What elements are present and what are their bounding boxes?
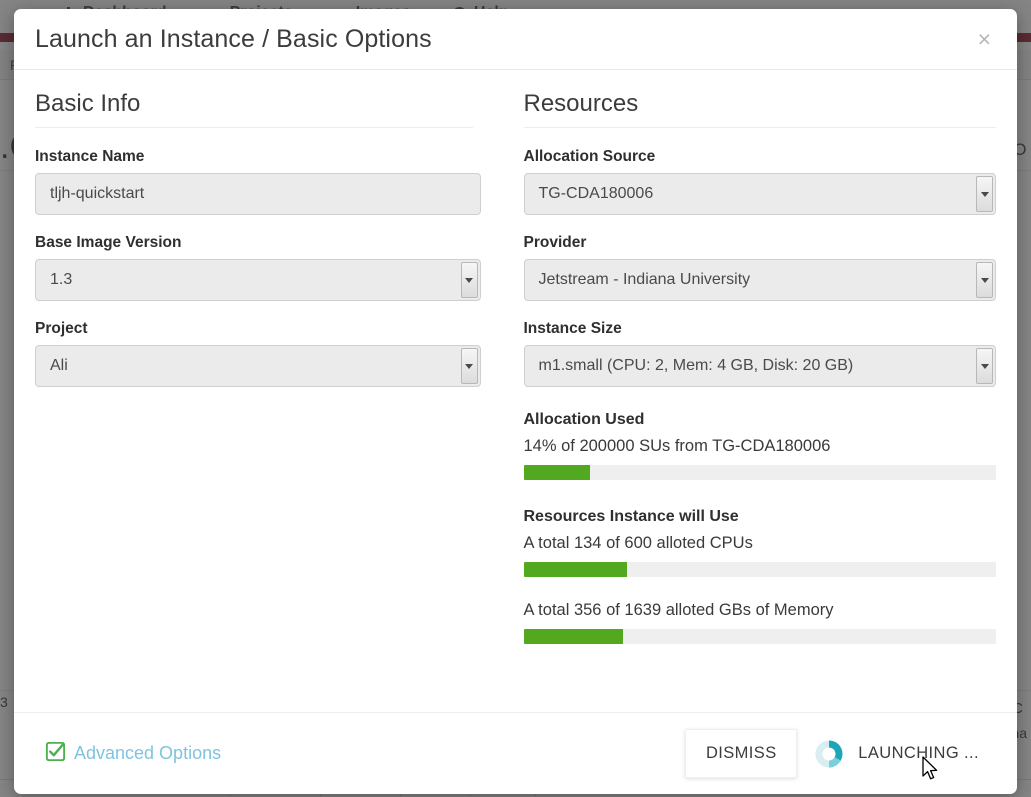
modal-title: Launch an Instance / Basic Options (35, 24, 432, 53)
cpu-usage-progress-fill (523, 562, 628, 577)
advanced-options-link[interactable]: Advanced Options (45, 741, 222, 766)
provider-value: Jetstream - Indiana University (538, 271, 751, 288)
field-base-image-version: Base Image Version 1.3 (35, 234, 481, 301)
resources-heading: Resources (523, 90, 996, 128)
project-value: Ali (50, 357, 68, 374)
modal-body: Basic Info Instance Name tljh-quickstart… (14, 70, 1017, 712)
chevron-down-icon[interactable] (976, 262, 993, 298)
dismiss-button[interactable]: DISMISS (685, 729, 798, 778)
chevron-down-icon[interactable] (460, 348, 478, 384)
memory-usage-progress (523, 629, 996, 644)
basic-info-column: Basic Info Instance Name tljh-quickstart… (35, 90, 516, 712)
instance-resources-heading: Resources Instance will Use (523, 508, 739, 525)
allocation-used-progress-fill (523, 465, 590, 480)
modal-footer: Advanced Options DISMISS LAUNCHING ... (14, 712, 1017, 794)
instance-name-input[interactable]: tljh-quickstart (35, 173, 481, 215)
allocation-used-heading: Allocation Used (523, 411, 645, 428)
modal-header: Launch an Instance / Basic Options × (14, 9, 1017, 70)
chevron-down-icon[interactable] (460, 262, 478, 298)
instance-size-select[interactable]: m1.small (CPU: 2, Mem: 4 GB, Disk: 20 GB… (523, 345, 996, 387)
allocation-source-label: Allocation Source (523, 148, 656, 165)
field-instance-size: Instance Size m1.small (CPU: 2, Mem: 4 G… (523, 320, 996, 387)
base-image-version-label: Base Image Version (35, 234, 182, 251)
field-instance-name: Instance Name tljh-quickstart (35, 148, 481, 215)
launch-instance-modal: Launch an Instance / Basic Options × Bas… (14, 9, 1017, 794)
provider-label: Provider (523, 234, 587, 251)
field-provider: Provider Jetstream - Indiana University (523, 234, 996, 301)
field-allocation-source: Allocation Source TG-CDA180006 (523, 148, 996, 215)
cpu-usage-progress (523, 562, 996, 577)
allocation-source-value: TG-CDA180006 (538, 185, 654, 202)
advanced-options-label: Advanced Options (74, 743, 222, 763)
project-label: Project (35, 320, 88, 337)
chevron-down-icon[interactable] (976, 176, 993, 212)
resources-column: Resources Allocation Source TG-CDA180006… (516, 90, 996, 712)
close-icon[interactable]: × (974, 26, 995, 53)
allocation-source-select[interactable]: TG-CDA180006 (523, 173, 996, 215)
memory-usage-progress-fill (523, 629, 623, 644)
base-image-version-value: 1.3 (50, 271, 73, 288)
chevron-down-icon[interactable] (976, 348, 993, 384)
field-project: Project Ali (35, 320, 481, 387)
launch-button[interactable]: LAUNCHING ... (811, 740, 989, 768)
launch-button-label: LAUNCHING ... (858, 744, 979, 762)
instance-name-label: Instance Name (35, 148, 145, 165)
memory-usage-text: A total 356 of 1639 alloted GBs of Memor… (523, 601, 834, 619)
instance-size-label: Instance Size (523, 320, 622, 337)
allocation-used-text: 14% of 200000 SUs from TG-CDA180006 (523, 437, 831, 455)
check-square-icon (45, 741, 66, 766)
instance-size-value: m1.small (CPU: 2, Mem: 4 GB, Disk: 20 GB… (538, 357, 854, 374)
provider-select[interactable]: Jetstream - Indiana University (523, 259, 996, 301)
loading-spinner-icon (815, 740, 843, 768)
project-select[interactable]: Ali (35, 345, 481, 387)
cpu-usage-text: A total 134 of 600 alloted CPUs (523, 534, 753, 552)
instance-name-value: tljh-quickstart (50, 185, 145, 202)
allocation-used-progress (523, 465, 996, 480)
base-image-version-select[interactable]: 1.3 (35, 259, 481, 301)
basic-info-heading: Basic Info (35, 90, 473, 128)
